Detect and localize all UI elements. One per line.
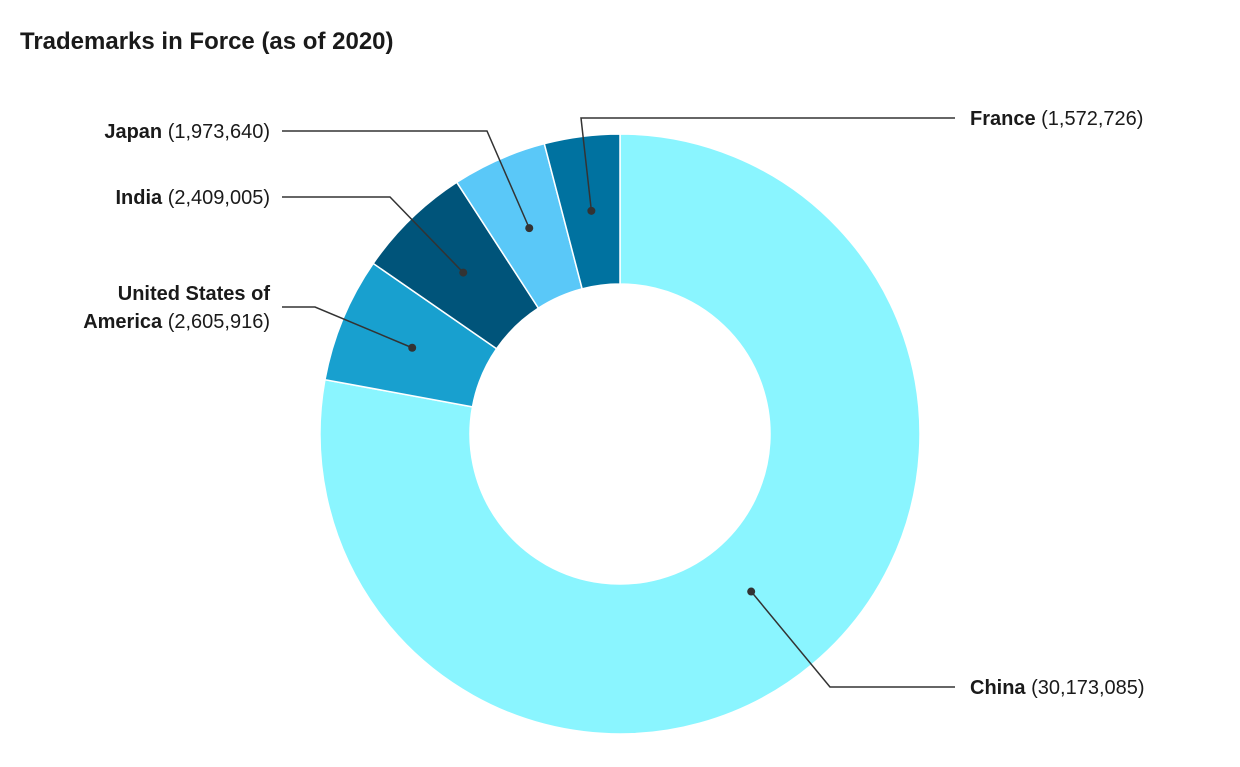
leader-dot-japan (525, 224, 534, 233)
slice-label-value: (30,173,085) (1026, 677, 1145, 699)
slice-label-india: India (2,409,005) (115, 187, 270, 209)
donut-slices (319, 133, 921, 735)
slice-label-value: (2,409,005) (162, 187, 270, 209)
leader-dot-united-states-of-america (408, 343, 417, 352)
leader-dot-china (747, 587, 756, 596)
slice-label-china: China (30,173,085) (970, 677, 1145, 699)
slice-france[interactable] (543, 133, 621, 290)
slice-label-value: (1,572,726) (1036, 108, 1144, 130)
slice-labels: China (30,173,085) United States of Americ… (83, 108, 1144, 699)
leader-line-japan (282, 130, 530, 229)
slice-label-japan: Japan (1,973,640) (104, 121, 270, 143)
slice-label-name: China (970, 677, 1026, 699)
slice-label-name: Japan (104, 121, 162, 143)
slice-label-name: America (83, 311, 163, 333)
slice-china[interactable] (319, 133, 921, 735)
chart-title: Trademarks in Force (as of 2020) (20, 28, 394, 55)
slice-label-united-states-of-america: United States of America (2,605,916) (83, 283, 270, 333)
leader-line-india (282, 196, 464, 274)
slice-label-name: France (970, 108, 1036, 130)
slice-label-name: India (115, 187, 163, 209)
slice-label-france: France (1,572,726) (970, 108, 1143, 130)
slice-label-value: (2,605,916) (162, 311, 270, 333)
leader-line-france (580, 117, 955, 211)
leader-dot-france (587, 206, 596, 215)
leader-dot-india (459, 268, 468, 277)
slice-label-value: (1,973,640) (162, 121, 270, 143)
leader-line-china (750, 591, 955, 688)
slice-label-name: United States of (118, 283, 271, 305)
leader-line-united-states-of-america (282, 306, 413, 349)
leader-lines (282, 117, 955, 688)
